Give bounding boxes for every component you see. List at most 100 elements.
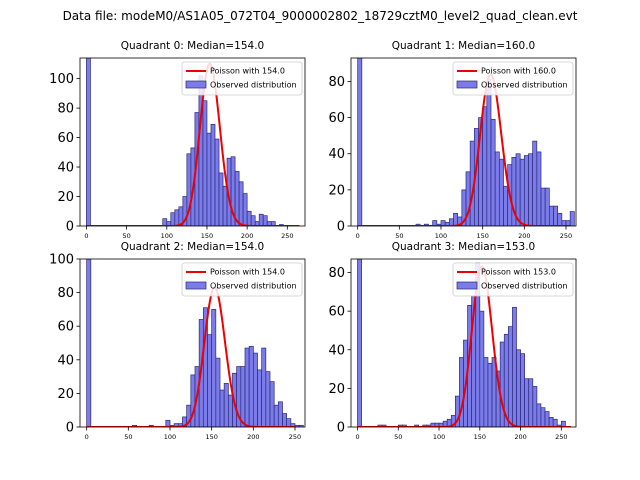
histogram-bar <box>262 215 268 226</box>
legend-entry-poisson: Poisson with 154.0 <box>210 67 285 76</box>
histogram-bar <box>532 140 538 226</box>
histogram-bar <box>218 172 224 226</box>
x-tick-label: 100 <box>435 232 447 240</box>
x-tick-label: 100 <box>433 433 445 441</box>
y-tick-label: 60 <box>328 111 345 126</box>
histogram-bar <box>286 418 292 427</box>
legend-box <box>452 61 574 96</box>
legend: Poisson with 160.0 Observed distribution <box>452 61 574 96</box>
histogram-bar <box>507 326 513 427</box>
histogram-bar <box>223 382 229 427</box>
x-tick-label: 150 <box>201 232 213 240</box>
legend-entry-observed: Observed distribution <box>481 81 568 90</box>
histogram-bar <box>86 58 91 226</box>
legend-bar-swatch <box>456 281 478 290</box>
y-tick-label: 100 <box>49 72 74 87</box>
histogram-bar <box>486 79 492 226</box>
x-tick-label: 0 <box>355 433 359 441</box>
chart-panel-2: 0 50 100 150 200 250 0 20 40 60 80 100 Quadrant 2: M… <box>49 241 306 441</box>
histogram-bar <box>494 151 500 226</box>
histogram-bar <box>219 389 225 427</box>
chart-panel-0: 0 50 100 150 200 250 0 20 40 60 80 100 Quadrant 0: M… <box>49 40 306 240</box>
histogram-bar <box>273 404 279 427</box>
legend: Poisson with 154.0 Observed distribution <box>181 262 303 297</box>
legend: Poisson with 154.0 Observed distribution <box>181 61 303 96</box>
histogram-bar <box>238 181 244 226</box>
histogram-bar <box>520 353 525 427</box>
plot-area <box>357 58 575 226</box>
y-tick-label: 80 <box>57 102 74 117</box>
histogram-bar <box>258 213 264 226</box>
x-tick-label: 200 <box>247 433 259 441</box>
histogram-bar <box>207 334 213 427</box>
histogram-bar <box>202 100 208 226</box>
chart-panel-3: 0 50 100 150 200 250 0 20 40 60 80 Quadrant 3: Medi… <box>328 241 577 441</box>
y-tick-label: 40 <box>57 353 74 368</box>
histogram-bar <box>215 357 221 427</box>
y-tick-label: 100 <box>49 253 74 268</box>
histogram-bar <box>453 213 459 226</box>
histogram-bar <box>282 413 288 427</box>
axes-frame <box>350 258 577 428</box>
histogram-bar <box>569 211 575 226</box>
histogram-bar <box>536 151 542 226</box>
histogram-bar <box>483 357 489 427</box>
histogram-bar <box>211 309 217 427</box>
histogram-bar <box>165 419 171 427</box>
x-tick-label: 100 <box>164 433 176 441</box>
histogram-bar <box>357 58 363 226</box>
figure-title: Data file: modeM0/AS1A05_072T04_90000028… <box>63 9 578 23</box>
histogram-bar <box>544 411 550 427</box>
histogram-bar <box>227 394 233 427</box>
histogram-bar <box>269 381 275 427</box>
histogram-bar <box>210 123 216 226</box>
histogram-bar <box>357 259 362 427</box>
histogram-bar <box>528 153 534 226</box>
legend-box <box>181 262 303 297</box>
histogram-bar <box>516 349 521 427</box>
histogram-bar <box>479 310 485 427</box>
histogram-bar <box>244 347 250 427</box>
poisson-line <box>357 265 572 427</box>
x-tick-label: 200 <box>514 433 526 441</box>
histogram-bar <box>532 386 538 427</box>
histogram-bar <box>524 378 530 427</box>
y-tick-label: 20 <box>328 382 345 397</box>
histogram-bar <box>536 403 542 427</box>
panel-title: Quadrant 3: Median=153.0 <box>392 241 535 253</box>
y-tick-label: 0 <box>337 421 345 436</box>
plot-area <box>86 259 304 427</box>
histogram-bar <box>174 209 180 226</box>
y-tick-label: 0 <box>66 421 74 436</box>
legend-entry-poisson: Poisson with 153.0 <box>481 268 556 277</box>
y-tick-label: 80 <box>328 266 345 281</box>
histogram-bar <box>523 155 529 226</box>
x-tick-label: 50 <box>124 433 132 441</box>
panel-title: Quadrant 0: Median=154.0 <box>121 40 264 52</box>
x-tick-label: 200 <box>241 232 253 240</box>
histogram-bar <box>270 221 276 226</box>
x-tick-label: 0 <box>85 433 89 441</box>
histogram-bar <box>248 346 254 427</box>
legend-entry-observed: Observed distribution <box>210 282 297 291</box>
chart-panel-1: 0 50 100 150 200 250 0 20 40 60 80 Quadrant 1: Medi… <box>328 40 577 240</box>
x-tick-label: 200 <box>518 232 530 240</box>
y-tick-label: 20 <box>328 183 345 198</box>
legend-box <box>452 262 574 297</box>
histogram-bar <box>548 205 554 226</box>
plot-area <box>357 259 572 427</box>
histogram-bar <box>298 424 304 427</box>
histogram-bar <box>277 401 283 427</box>
y-tick-label: 0 <box>337 220 345 235</box>
histogram-bar <box>498 158 504 226</box>
histogram-bar <box>528 378 534 427</box>
legend-entry-observed: Observed distribution <box>481 282 568 291</box>
histogram-bar <box>246 210 252 226</box>
histogram-bar <box>261 347 267 427</box>
x-tick-label: 0 <box>84 232 88 240</box>
legend-entry-poisson: Poisson with 160.0 <box>481 67 556 76</box>
histogram-bar <box>482 106 488 226</box>
poisson-line <box>86 62 300 226</box>
